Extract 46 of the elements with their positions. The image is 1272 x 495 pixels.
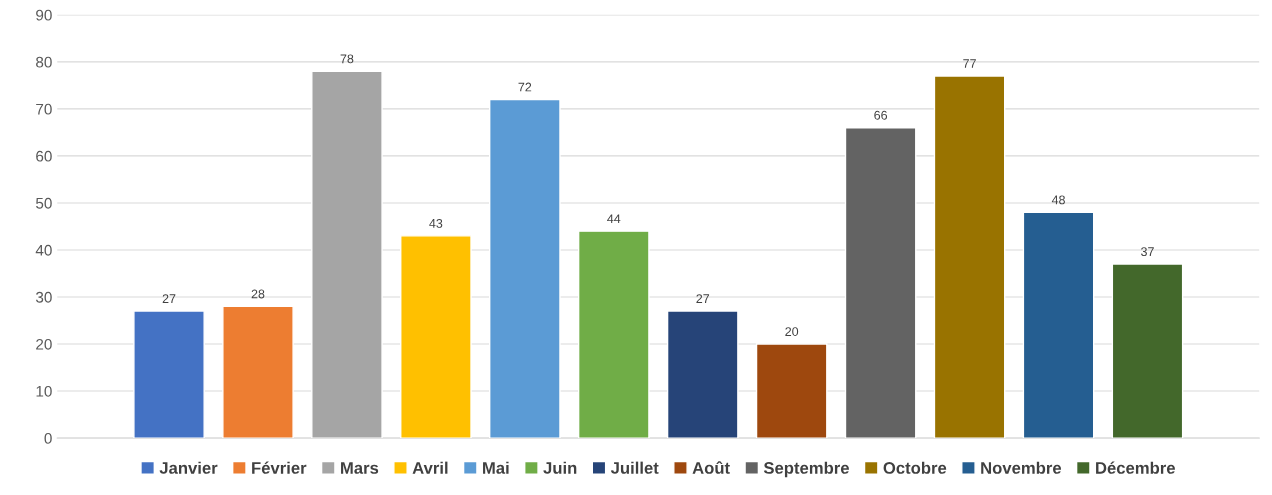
legend-label: Août (692, 461, 730, 474)
bar (222, 305, 294, 439)
data-label: 77 (963, 59, 976, 68)
legend-label: Octobre (883, 461, 947, 474)
legend-label: Novembre (981, 461, 1062, 474)
data-label: 20 (785, 327, 799, 336)
bar (577, 230, 650, 439)
y-tick-label: 70 (36, 103, 52, 115)
legend-label: Avril (412, 461, 448, 474)
legend-label: Janvier (159, 461, 218, 474)
y-tick-label: 50 (36, 197, 52, 209)
data-label: 37 (1141, 247, 1154, 257)
data-label: 44 (607, 214, 621, 224)
data-label: 78 (340, 54, 354, 64)
y-tick-label: 0 (44, 432, 52, 444)
bar (1022, 211, 1095, 439)
y-tick-label: 80 (36, 56, 52, 68)
data-label: 72 (518, 82, 532, 92)
y-tick-label: 60 (36, 150, 52, 162)
data-label: 28 (251, 289, 265, 299)
bar (400, 235, 472, 439)
data-label: 27 (696, 294, 710, 303)
legend-label: Juin (543, 461, 577, 474)
bar (1111, 263, 1184, 439)
bar (666, 310, 739, 439)
y-tick-label: 20 (36, 338, 52, 350)
y-tick-label: 40 (35, 244, 52, 256)
y-tick-label: 10 (36, 385, 52, 397)
y-tick-label: 30 (35, 291, 52, 303)
bar (489, 98, 561, 439)
bar (133, 310, 205, 439)
legend-label: Décembre (1096, 461, 1175, 474)
bar (755, 343, 828, 439)
bar (311, 70, 383, 439)
legend-label: Septembre (763, 461, 849, 478)
legend-label: Février (252, 461, 307, 474)
y-tick-label: 90 (36, 9, 52, 21)
legend-label: Juillet (610, 461, 659, 474)
data-label: 66 (874, 110, 888, 120)
data-label: 43 (429, 218, 443, 228)
data-label: 48 (1051, 195, 1065, 205)
legend-label: Mars (341, 462, 379, 474)
data-label: 27 (162, 294, 176, 303)
bar (844, 127, 917, 439)
legend-label: Mai (483, 461, 509, 474)
bar (933, 75, 1006, 439)
